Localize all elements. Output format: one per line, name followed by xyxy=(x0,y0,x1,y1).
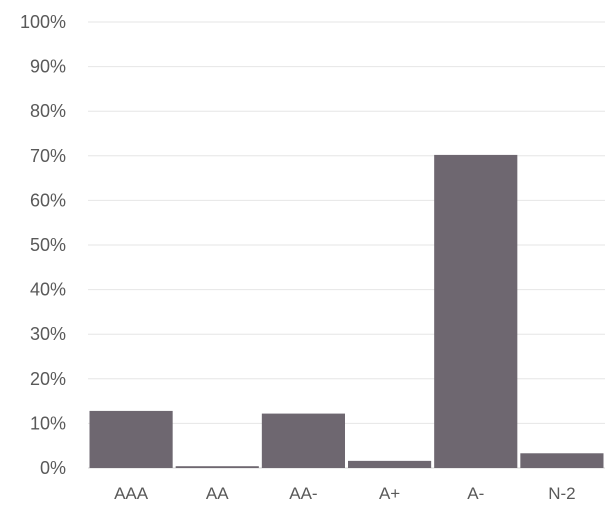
y-tick-label: 30% xyxy=(30,324,66,344)
y-tick-label: 80% xyxy=(30,101,66,121)
y-tick-label: 70% xyxy=(30,146,66,166)
y-axis-tick-labels: 0% 10% 20% 30% 40% 50% 60% 70% 80% 90% 100% xyxy=(20,12,66,478)
bar-aaa xyxy=(89,410,173,468)
bar-a+ xyxy=(348,460,432,468)
x-category-label: AA xyxy=(206,484,229,503)
y-tick-label: 10% xyxy=(30,413,66,433)
y-tick-label: 40% xyxy=(30,280,66,300)
x-category-label: N-2 xyxy=(548,484,575,503)
x-category-label: A+ xyxy=(379,484,400,503)
x-category-label: A- xyxy=(467,484,484,503)
bar-aa xyxy=(175,466,259,468)
bar-n-2 xyxy=(520,453,604,468)
x-category-label: AA- xyxy=(289,484,317,503)
y-tick-label: 60% xyxy=(30,190,66,210)
x-axis-category-labels: AAA AA AA- A+ A- N-2 xyxy=(114,484,576,503)
x-category-label: AAA xyxy=(114,484,149,503)
y-tick-label: 0% xyxy=(40,458,66,478)
bars xyxy=(89,154,604,468)
y-tick-label: 50% xyxy=(30,235,66,255)
y-tick-label: 90% xyxy=(30,57,66,77)
bar-aa- xyxy=(261,413,345,468)
y-tick-label: 20% xyxy=(30,369,66,389)
bar-a- xyxy=(434,154,518,468)
gridlines xyxy=(88,21,605,469)
y-tick-label: 100% xyxy=(20,12,66,32)
